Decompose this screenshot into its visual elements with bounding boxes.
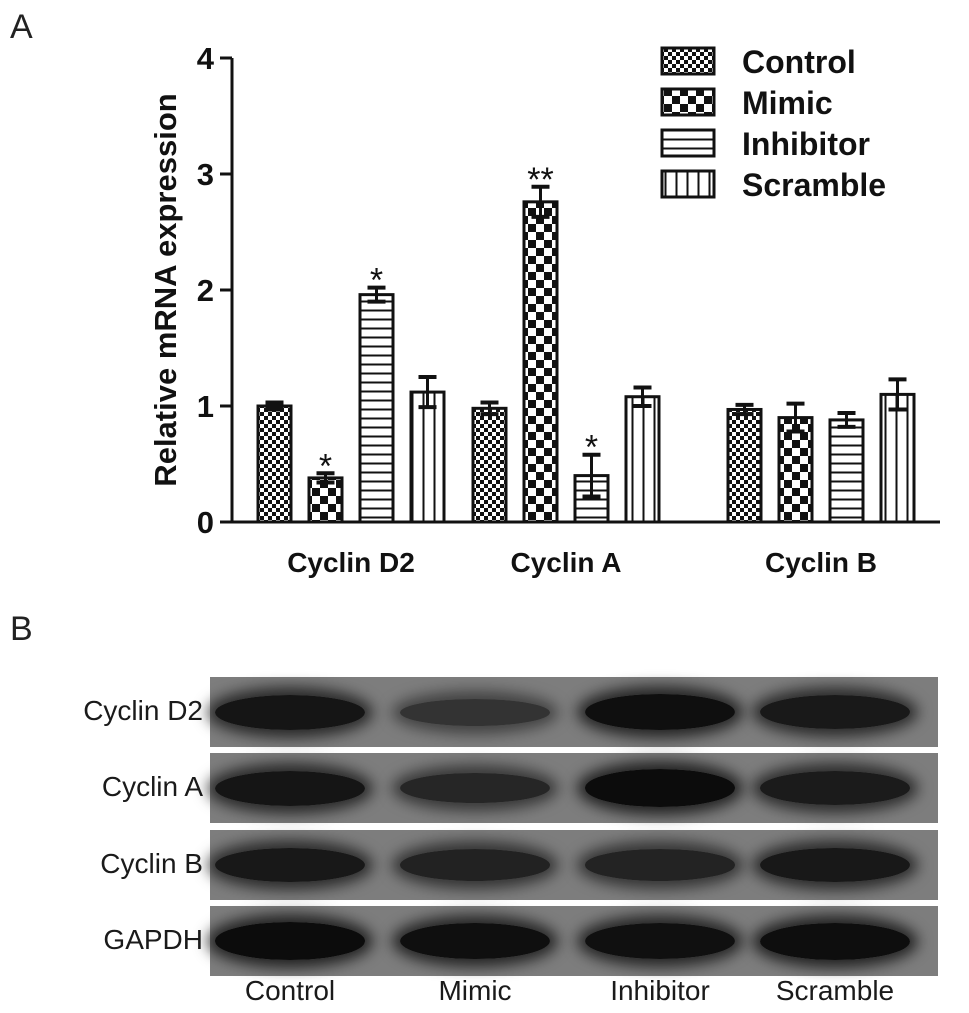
blot-lane-label: Control [244,975,336,1006]
blot-band [585,849,735,881]
blot-lane-label: Scramble [775,975,895,1006]
blot-band [400,922,550,960]
blot-band [400,698,550,726]
bar-mimic-0 [307,476,344,524]
legend-label-inhibitor: Inhibitor [742,126,870,162]
y-axis-title-group: Relative mRNA expression [148,93,183,486]
x-category-label-0: Cyclin D2 [287,547,415,578]
bar-control-1 [471,406,508,524]
blot-band [585,769,735,807]
bars: ***** [256,161,916,524]
blot-strip-3 [210,906,938,976]
blot-band [400,772,550,804]
legend-label-control: Control [742,44,856,80]
bar-control-2 [726,407,763,524]
legend-label-mimic: Mimic [742,85,833,121]
significance-annotation-3: * [585,429,598,467]
bar-scramble-0 [409,390,446,524]
blot-band [215,922,365,960]
blot-lane-label: Mimic [438,975,512,1006]
legend-swatch-mimic [660,87,716,117]
blot-band [215,770,365,806]
legend-label-scramble: Scramble [742,167,886,203]
blot-strip-0 [210,677,938,747]
bar-scramble-1 [624,395,661,524]
y-tick-label-0: 0 [197,505,214,540]
bar-inhibitor-2 [828,418,865,524]
blot-row-label: GAPDH [103,924,203,955]
blot-lane-label: Inhibitor [610,975,710,1006]
y-tick-label-2: 2 [197,273,214,308]
y-axis-title: Relative mRNA expression [148,93,183,486]
blot-row-label: Cyclin D2 [83,695,203,726]
blot-band [215,694,365,730]
bar-scramble-2 [879,392,916,524]
legend-swatch-scramble [660,169,716,199]
bar-inhibitor-0 [358,293,395,524]
bar-mimic-1 [522,200,559,524]
legend-swatch-control [660,46,716,76]
blot-band [585,923,735,959]
significance-annotation-1: * [370,262,383,300]
y-tick-label-1: 1 [197,389,214,424]
blot-row-label: Cyclin A [101,771,203,802]
panel-b-letter: B [10,610,33,648]
axes: 0 1 2 3 4 Cyclin D2 Cyclin A Cyclin B [197,41,940,578]
legend-swatch-inhibitor [660,128,716,158]
y-tick-label-3: 3 [197,157,214,192]
blot-band [760,922,910,960]
blot-band [585,693,735,731]
bar-control-0 [256,404,293,524]
blot-band [760,847,910,883]
western-blot: Cyclin D2 Cyclin A Cyclin B GAPDH Control Mim… [0,640,969,1013]
bar-chart: Relative mRNA expression 0 1 2 3 4 Cyclin D2 C… [148,41,940,578]
blot-strip-1 [210,753,938,823]
blot-band [760,771,910,805]
significance-annotation-0: * [319,447,332,485]
x-category-label-1: Cyclin A [511,547,622,578]
blot-strip-2 [210,830,938,900]
x-category-label-2: Cyclin B [765,547,877,578]
significance-annotation-2: ** [527,161,553,199]
blot-row-label: Cyclin B [100,848,203,879]
blot-band [400,849,550,881]
blot-band [215,847,365,883]
panel-a-letter: A [10,8,33,46]
legend: Control Mimic Inhibitor Scramble [660,44,886,203]
y-tick-label-4: 4 [197,41,215,76]
blot-band [760,695,910,729]
